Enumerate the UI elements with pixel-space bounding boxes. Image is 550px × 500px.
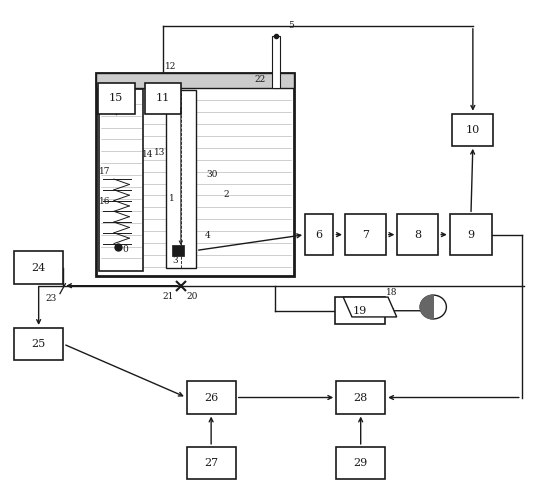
Text: 7: 7 (362, 230, 369, 239)
Bar (336, 447, 385, 479)
Text: 14: 14 (142, 150, 153, 159)
Text: 1: 1 (169, 194, 175, 203)
Bar (272, 36, 280, 88)
Bar (335, 297, 385, 324)
Text: 11: 11 (156, 94, 170, 104)
Text: 2: 2 (223, 190, 229, 200)
Text: 26: 26 (204, 392, 218, 402)
Text: 4: 4 (205, 230, 211, 239)
Bar (14, 328, 63, 360)
Text: 25: 25 (31, 339, 46, 349)
Bar (96, 74, 294, 276)
Text: 21: 21 (162, 292, 173, 301)
Bar (345, 214, 386, 255)
Text: 24: 24 (31, 262, 46, 272)
Text: 9: 9 (468, 230, 475, 239)
Bar (336, 382, 385, 414)
Bar (397, 214, 438, 255)
Text: 28: 28 (354, 392, 368, 402)
Polygon shape (420, 295, 433, 319)
Bar (453, 114, 493, 146)
Bar (186, 447, 236, 479)
Bar (305, 214, 333, 255)
Text: 5: 5 (288, 21, 294, 30)
Text: 16: 16 (99, 198, 111, 206)
Text: 6: 6 (316, 230, 323, 239)
Text: 30: 30 (207, 170, 218, 179)
Bar (98, 90, 144, 271)
Text: 13: 13 (153, 148, 165, 157)
Bar (96, 74, 294, 88)
Bar (172, 245, 184, 256)
Text: 22: 22 (254, 75, 265, 84)
Bar (450, 214, 492, 255)
Text: 10: 10 (466, 125, 480, 135)
Bar (145, 83, 180, 114)
Text: 0: 0 (123, 246, 128, 254)
Bar (97, 83, 135, 114)
Circle shape (420, 295, 447, 319)
Bar (166, 90, 196, 268)
Text: 12: 12 (166, 62, 177, 71)
Text: 15: 15 (109, 94, 123, 104)
Text: 18: 18 (386, 288, 397, 296)
Bar (14, 252, 63, 284)
Text: 8: 8 (414, 230, 421, 239)
Text: 23: 23 (46, 294, 57, 303)
Text: 29: 29 (354, 458, 368, 468)
Bar (186, 382, 236, 414)
Text: 19: 19 (353, 306, 367, 316)
Text: 17: 17 (99, 166, 111, 175)
Text: 3: 3 (173, 256, 178, 266)
Polygon shape (343, 297, 397, 317)
Text: 27: 27 (204, 458, 218, 468)
Text: 20: 20 (186, 292, 197, 301)
